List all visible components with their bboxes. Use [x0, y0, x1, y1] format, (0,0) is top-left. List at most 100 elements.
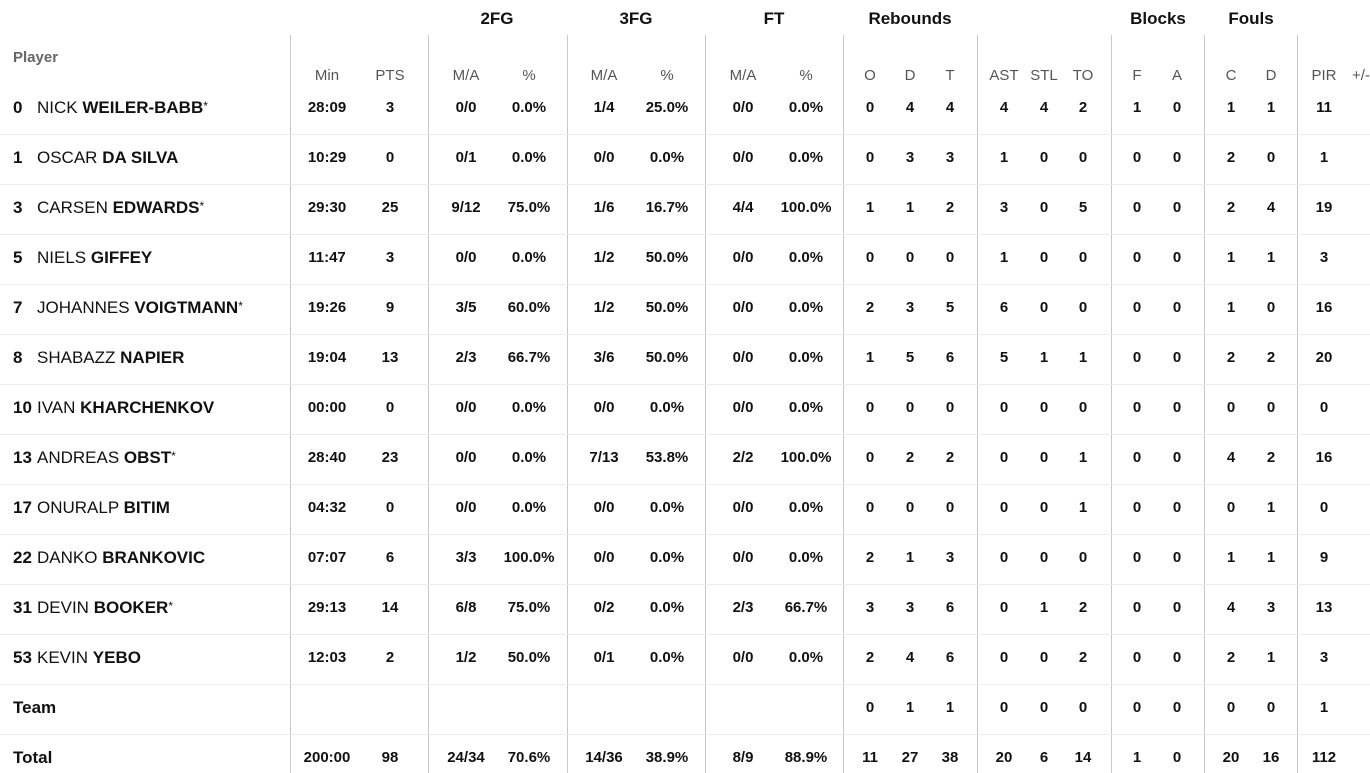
column-header-blk-f: F: [1132, 67, 1142, 84]
player-first-name: OSCAR: [37, 148, 98, 167]
stat-pir: 20: [1315, 349, 1333, 366]
stat-pts: [358, 698, 422, 718]
column-divider: [1204, 35, 1205, 773]
stat-2fg-ma: 9/12: [451, 199, 481, 216]
stat-blk-a: 0: [1172, 249, 1182, 266]
stat-2fg-ma: 0/0: [455, 249, 477, 266]
player-last-name: VOIGTMANN: [134, 298, 239, 317]
player-first-name: JOHANNES: [37, 298, 130, 317]
stat-ast: 0: [999, 499, 1009, 516]
stat-reb-t: 2: [945, 449, 955, 466]
stat-to: 2: [1078, 99, 1088, 116]
stat-2fg-ma: 3/5: [455, 299, 477, 316]
stat-ft-ma: 0/0: [732, 549, 754, 566]
stat-reb-d: 27: [901, 749, 919, 766]
stat-to: 0: [1078, 299, 1088, 316]
player-name: 22 DANKO BRANKOVIC: [13, 547, 205, 569]
stat-foul-c: 0: [1226, 399, 1236, 416]
stat-reb-t: 6: [945, 349, 955, 366]
player-first-name: KEVIN: [37, 648, 89, 667]
column-header-stl: STL: [1030, 67, 1058, 84]
stat-to: 2: [1078, 649, 1088, 666]
stat-blk-f: 0: [1132, 549, 1142, 566]
stat-blk-a: 0: [1172, 499, 1182, 516]
stat-to: 0: [1078, 149, 1088, 166]
player-first-name: DANKO: [37, 548, 98, 567]
column-divider: [290, 35, 291, 773]
player-last-name: BITIM: [123, 498, 170, 517]
column-header-foul-d: D: [1265, 67, 1277, 84]
stat-ast: 3: [999, 199, 1009, 216]
player-last-name: KHARCHENKOV: [80, 398, 215, 417]
stat-3fg-pct: 0.0%: [649, 649, 685, 666]
stat-2fg-pct: 0.0%: [511, 249, 547, 266]
player-number: 13: [13, 448, 32, 467]
stat-foul-c: 4: [1226, 599, 1236, 616]
stat-2fg-pct: 0.0%: [511, 499, 547, 516]
stat-stl: 6: [1039, 749, 1049, 766]
stat-3fg-pct: 16.7%: [645, 199, 689, 216]
stat-foul-d: 0: [1266, 299, 1276, 316]
stat-reb-t: 3: [945, 149, 955, 166]
player-number: 3: [13, 198, 23, 217]
stat-ft-pct: 100.0%: [780, 199, 832, 216]
stat-stl: 4: [1039, 99, 1049, 116]
starter-marker: *: [199, 199, 205, 213]
stat-3fg-ma: 1/2: [593, 299, 615, 316]
stat-ft-pct: [774, 698, 838, 718]
row-divider: [0, 484, 1370, 485]
stat-ft-ma: 0/0: [732, 349, 754, 366]
stat-ast: 1: [999, 249, 1009, 266]
stat-2fg-pct: [497, 698, 561, 718]
stat-min: 19:26: [307, 299, 347, 316]
stat-pir: 1: [1319, 699, 1329, 716]
stat-reb-o: 2: [865, 649, 875, 666]
stat-reb-t: 5: [945, 299, 955, 316]
column-header-pts: PTS: [375, 67, 405, 84]
player-name: 13 ANDREAS OBST*: [13, 447, 176, 469]
stat-min: 00:00: [307, 399, 347, 416]
stat-pir: 1: [1319, 149, 1329, 166]
stat-reb-t: 6: [945, 599, 955, 616]
stat-to: 0: [1078, 249, 1088, 266]
stat-ft-pct: 0.0%: [788, 399, 824, 416]
column-header-ft-ma: M/A: [729, 67, 757, 84]
column-header-reb-d: D: [904, 67, 916, 84]
stat-foul-c: 1: [1226, 249, 1236, 266]
stat-pts: 13: [381, 349, 399, 366]
stat-reb-d: 2: [905, 449, 915, 466]
row-divider: [0, 684, 1370, 685]
player-number: 10: [13, 398, 32, 417]
stat-2fg-pct: 70.6%: [507, 749, 551, 766]
stat-2fg-ma: 0/0: [455, 449, 477, 466]
stat-reb-d: 1: [905, 549, 915, 566]
stat-foul-c: 0: [1226, 699, 1236, 716]
row-divider: [0, 234, 1370, 235]
stat-ft-pct: 0.0%: [788, 649, 824, 666]
player-name: 1 OSCAR DA SILVA: [13, 147, 178, 169]
stat-ft-ma: 0/0: [732, 249, 754, 266]
stat-to: 1: [1078, 499, 1088, 516]
stat-ft-ma: 4/4: [732, 199, 754, 216]
stat-ft-pct: 66.7%: [784, 599, 828, 616]
stat-blk-a: 0: [1172, 649, 1182, 666]
player-name: 31 DEVIN BOOKER*: [13, 597, 173, 619]
stat-reb-o: 0: [865, 499, 875, 516]
column-divider: [1111, 35, 1112, 773]
stat-blk-f: 0: [1132, 249, 1142, 266]
stat-3fg-pct: 50.0%: [645, 299, 689, 316]
stat-stl: 0: [1039, 199, 1049, 216]
total-row-label: Total: [13, 748, 53, 767]
stat-reb-d: 3: [905, 149, 915, 166]
stat-reb-o: 0: [865, 149, 875, 166]
row-divider: [0, 434, 1370, 435]
player-last-name: NAPIER: [120, 348, 185, 367]
stat-pts: 3: [385, 99, 395, 116]
stat-3fg-pct: 0.0%: [649, 499, 685, 516]
stat-ft-pct: 0.0%: [788, 349, 824, 366]
stat-stl: 0: [1039, 699, 1049, 716]
stat-min: 29:13: [307, 599, 347, 616]
stat-3fg-ma: [572, 698, 636, 718]
stat-foul-c: 20: [1222, 749, 1240, 766]
column-header-2fg-pct: %: [522, 67, 536, 84]
